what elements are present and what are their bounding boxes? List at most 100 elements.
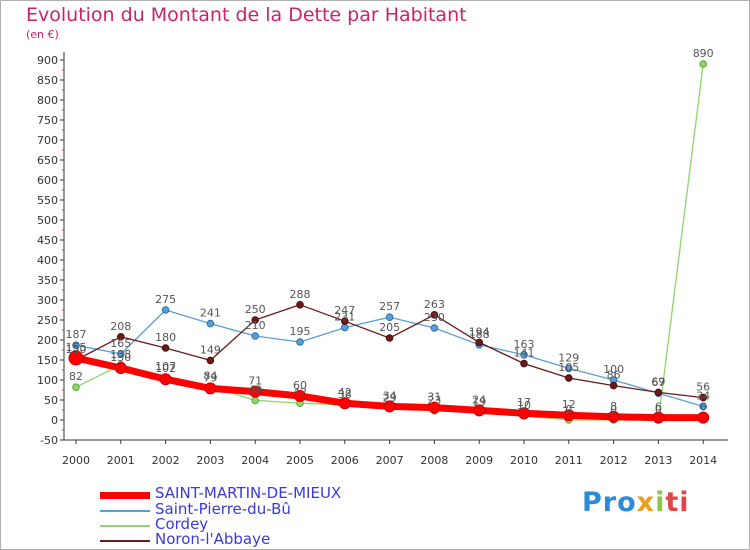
y-tick-label: 700: [37, 134, 58, 147]
data-point: [251, 332, 259, 340]
x-tick-label: 2011: [555, 454, 583, 467]
logo-part-2: x: [636, 487, 656, 518]
data-point: [383, 400, 396, 413]
data-label: 84: [203, 369, 217, 382]
proxiti-logo: Proxiti: [582, 487, 690, 518]
data-point: [206, 319, 215, 328]
data-label: 231: [334, 311, 355, 324]
x-tick-label: 2012: [600, 454, 628, 467]
data-label: 187: [66, 328, 87, 341]
data-point: [341, 323, 349, 332]
data-label: 60: [293, 379, 307, 392]
data-point: [204, 382, 217, 395]
legend-swatch: [100, 491, 150, 499]
y-tick-label: 450: [37, 234, 58, 247]
logo-part-1: Pro: [582, 487, 637, 518]
x-tick-label: 2008: [420, 454, 448, 467]
chart-subtitle: (en €): [26, 28, 59, 41]
y-tick-label: 650: [37, 154, 58, 167]
data-label: 34: [696, 389, 710, 402]
data-label: 34: [383, 389, 397, 402]
data-point: [206, 356, 215, 365]
data-point: [72, 341, 80, 350]
data-point: [699, 60, 708, 68]
data-label: 241: [200, 307, 221, 320]
data-point: [68, 350, 84, 366]
data-label: 180: [155, 331, 176, 344]
data-point: [159, 373, 172, 386]
data-point: [652, 411, 665, 424]
y-tick-label: 750: [37, 114, 58, 127]
data-point: [294, 390, 306, 402]
data-label: 188: [469, 328, 490, 341]
legend-swatch: [100, 525, 150, 527]
data-label: 56: [696, 381, 710, 394]
data-label: 141: [514, 347, 535, 360]
data-label: 100: [603, 363, 624, 376]
data-point: [428, 401, 441, 414]
data-point: [114, 362, 127, 374]
data-label: 194: [469, 325, 490, 338]
data-point: [475, 338, 484, 347]
data-label: 29: [383, 391, 397, 404]
x-tick-label: 2001: [107, 454, 135, 467]
y-tick-label: 900: [37, 54, 58, 67]
data-point: [161, 306, 170, 314]
data-point: [251, 316, 259, 324]
data-label: 155: [66, 341, 87, 354]
data-label: 0: [565, 403, 572, 416]
data-label: 0: [655, 403, 662, 416]
data-point: [251, 396, 259, 405]
y-tick-label: 0: [51, 414, 58, 427]
legend-label: Cordey: [155, 515, 209, 533]
y-tick-label: 100: [37, 374, 58, 387]
data-label: 149: [200, 343, 221, 356]
y-tick-label: 350: [37, 274, 58, 287]
data-point: [697, 411, 710, 424]
data-point: [565, 374, 573, 382]
data-label: 86: [607, 369, 621, 382]
data-label: 82: [69, 370, 83, 383]
data-point: [385, 313, 394, 322]
chart-plot: -500501001502002503003504004505005506006…: [37, 47, 728, 467]
y-tick-label: 500: [37, 214, 58, 227]
data-point: [520, 359, 528, 368]
data-label: 24: [472, 393, 486, 406]
y-tick-label: 150: [37, 354, 58, 367]
data-point: [430, 311, 439, 319]
data-point: [699, 393, 708, 402]
data-label: 79: [203, 371, 217, 384]
data-label: 105: [558, 361, 579, 374]
data-label: 12: [562, 398, 576, 411]
x-tick-label: 2005: [286, 454, 314, 467]
data-label: 195: [290, 325, 311, 338]
data-label: 10: [517, 399, 531, 412]
data-label: 263: [424, 298, 445, 311]
x-tick-label: 2000: [62, 454, 90, 467]
data-point: [341, 317, 349, 326]
data-point: [385, 334, 394, 342]
data-label: 23: [427, 394, 441, 407]
data-label: 205: [379, 321, 400, 334]
y-tick-label: 200: [37, 334, 58, 347]
x-tick-label: 2013: [644, 454, 672, 467]
x-tick-label: 2006: [331, 454, 359, 467]
data-label: 150: [66, 343, 87, 356]
y-tick-label: 850: [37, 74, 58, 87]
data-point: [430, 324, 439, 332]
data-label: 17: [517, 396, 531, 409]
data-label: 69: [651, 375, 665, 388]
data-label: 210: [245, 319, 266, 332]
data-point: [161, 344, 170, 352]
data-label: 107: [155, 360, 176, 373]
data-label: 129: [558, 351, 579, 364]
y-tick-label: 600: [37, 174, 58, 187]
y-tick-label: 550: [37, 194, 58, 207]
data-label: 19: [472, 395, 486, 408]
data-label: 102: [155, 362, 176, 375]
data-label: 38: [338, 388, 352, 401]
data-label: 8: [610, 400, 617, 413]
x-tick-label: 2004: [241, 454, 269, 467]
data-label: 130: [110, 351, 131, 364]
